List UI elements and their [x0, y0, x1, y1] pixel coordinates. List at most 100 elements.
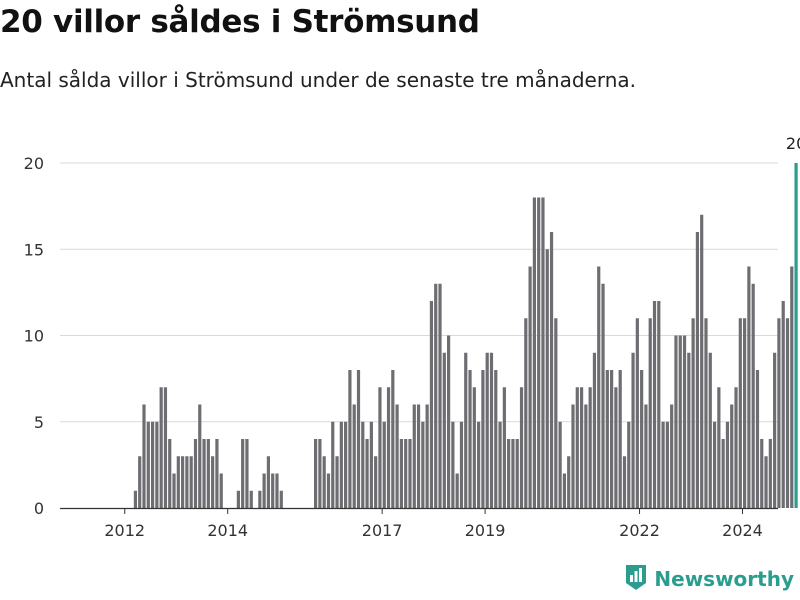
- bar: [211, 456, 215, 508]
- logo-text: Newsworthy: [654, 567, 794, 591]
- bar: [717, 387, 721, 508]
- bar: [185, 456, 189, 508]
- bar: [579, 387, 584, 508]
- y-tick-label: 5: [34, 413, 44, 432]
- bar: [326, 473, 331, 508]
- y-tick-label: 0: [34, 499, 44, 518]
- bar: [674, 335, 678, 508]
- bar: [468, 370, 472, 508]
- bar: [236, 490, 240, 508]
- bar: [764, 456, 768, 508]
- y-tick-label: 15: [24, 240, 44, 259]
- bar: [155, 421, 159, 508]
- bar: [773, 352, 777, 508]
- bar: [395, 404, 399, 508]
- bar: [378, 387, 382, 508]
- bar: [438, 283, 442, 508]
- bar: [605, 370, 609, 508]
- bar: [631, 352, 635, 508]
- bar: [374, 456, 378, 508]
- bar: [163, 387, 168, 508]
- bar: [356, 370, 361, 508]
- x-tick-label: 2014: [207, 521, 248, 540]
- bar: [695, 232, 700, 508]
- bar: [644, 404, 648, 508]
- bar: [369, 421, 373, 508]
- bar: [537, 197, 541, 508]
- bar: [665, 421, 669, 508]
- bar: [425, 404, 429, 508]
- bar: [464, 352, 468, 508]
- bar: [421, 421, 425, 508]
- bar: [781, 301, 785, 508]
- bar: [584, 404, 588, 508]
- bar: [446, 335, 451, 508]
- bar: [481, 370, 485, 508]
- bar: [700, 214, 704, 508]
- bar: [335, 456, 339, 508]
- bar: [725, 421, 730, 508]
- bar: [193, 439, 198, 508]
- x-tick-label: 2024: [722, 521, 763, 540]
- bar: [339, 421, 343, 508]
- x-tick-label: 2017: [362, 521, 403, 540]
- bar: [494, 370, 498, 508]
- y-tick-label: 10: [24, 327, 44, 346]
- bar: [391, 370, 395, 508]
- bar: [704, 318, 708, 508]
- bar: [528, 266, 532, 508]
- bar: [275, 473, 279, 508]
- bar: [451, 421, 455, 508]
- bar: [790, 266, 794, 508]
- bar: [549, 232, 554, 508]
- bar: [738, 318, 742, 508]
- bar: [524, 318, 528, 508]
- bar: [279, 490, 283, 508]
- bar: [322, 456, 326, 508]
- bar: [159, 387, 163, 508]
- bar: [755, 370, 760, 508]
- x-tick-label: 2012: [104, 521, 145, 540]
- bar: [386, 387, 391, 508]
- bar: [412, 404, 416, 508]
- bar: [721, 439, 725, 508]
- bar: [657, 301, 661, 508]
- bar: [768, 439, 772, 508]
- chart-title: 20 villor såldes i Strömsund: [0, 4, 480, 40]
- bar: [348, 370, 352, 508]
- bar: [249, 490, 253, 508]
- bar: [399, 439, 403, 508]
- x-tick-label: 2022: [619, 521, 660, 540]
- bar: [489, 352, 494, 508]
- bar: [747, 266, 751, 508]
- bar: [202, 439, 206, 508]
- bar: [515, 439, 519, 508]
- bar: [455, 473, 459, 508]
- bar: [597, 266, 601, 508]
- bar: [314, 439, 318, 508]
- bar: [138, 456, 142, 508]
- bar: [648, 318, 652, 508]
- bar: [344, 421, 348, 508]
- bar-chart: 0 5 10 15 20 20 2012 2014 2017 2019 2022 2024: [24, 134, 800, 540]
- bar: [682, 335, 687, 508]
- bar-highlight: [794, 163, 798, 508]
- bar: [258, 490, 262, 508]
- bar: [567, 456, 571, 508]
- bar: [215, 439, 219, 508]
- bar: [627, 421, 631, 508]
- bar: [168, 439, 172, 508]
- bar: [219, 473, 223, 508]
- bar: [687, 352, 691, 508]
- bar: [404, 439, 408, 508]
- bar: [730, 404, 734, 508]
- bar: [661, 421, 665, 508]
- bar: [271, 473, 275, 508]
- bar: [652, 301, 657, 508]
- bar: [554, 318, 558, 508]
- bar: [365, 439, 369, 508]
- bar: [777, 318, 781, 508]
- y-tick-label: 20: [24, 154, 44, 173]
- bar: [532, 197, 536, 508]
- bar: [245, 439, 249, 508]
